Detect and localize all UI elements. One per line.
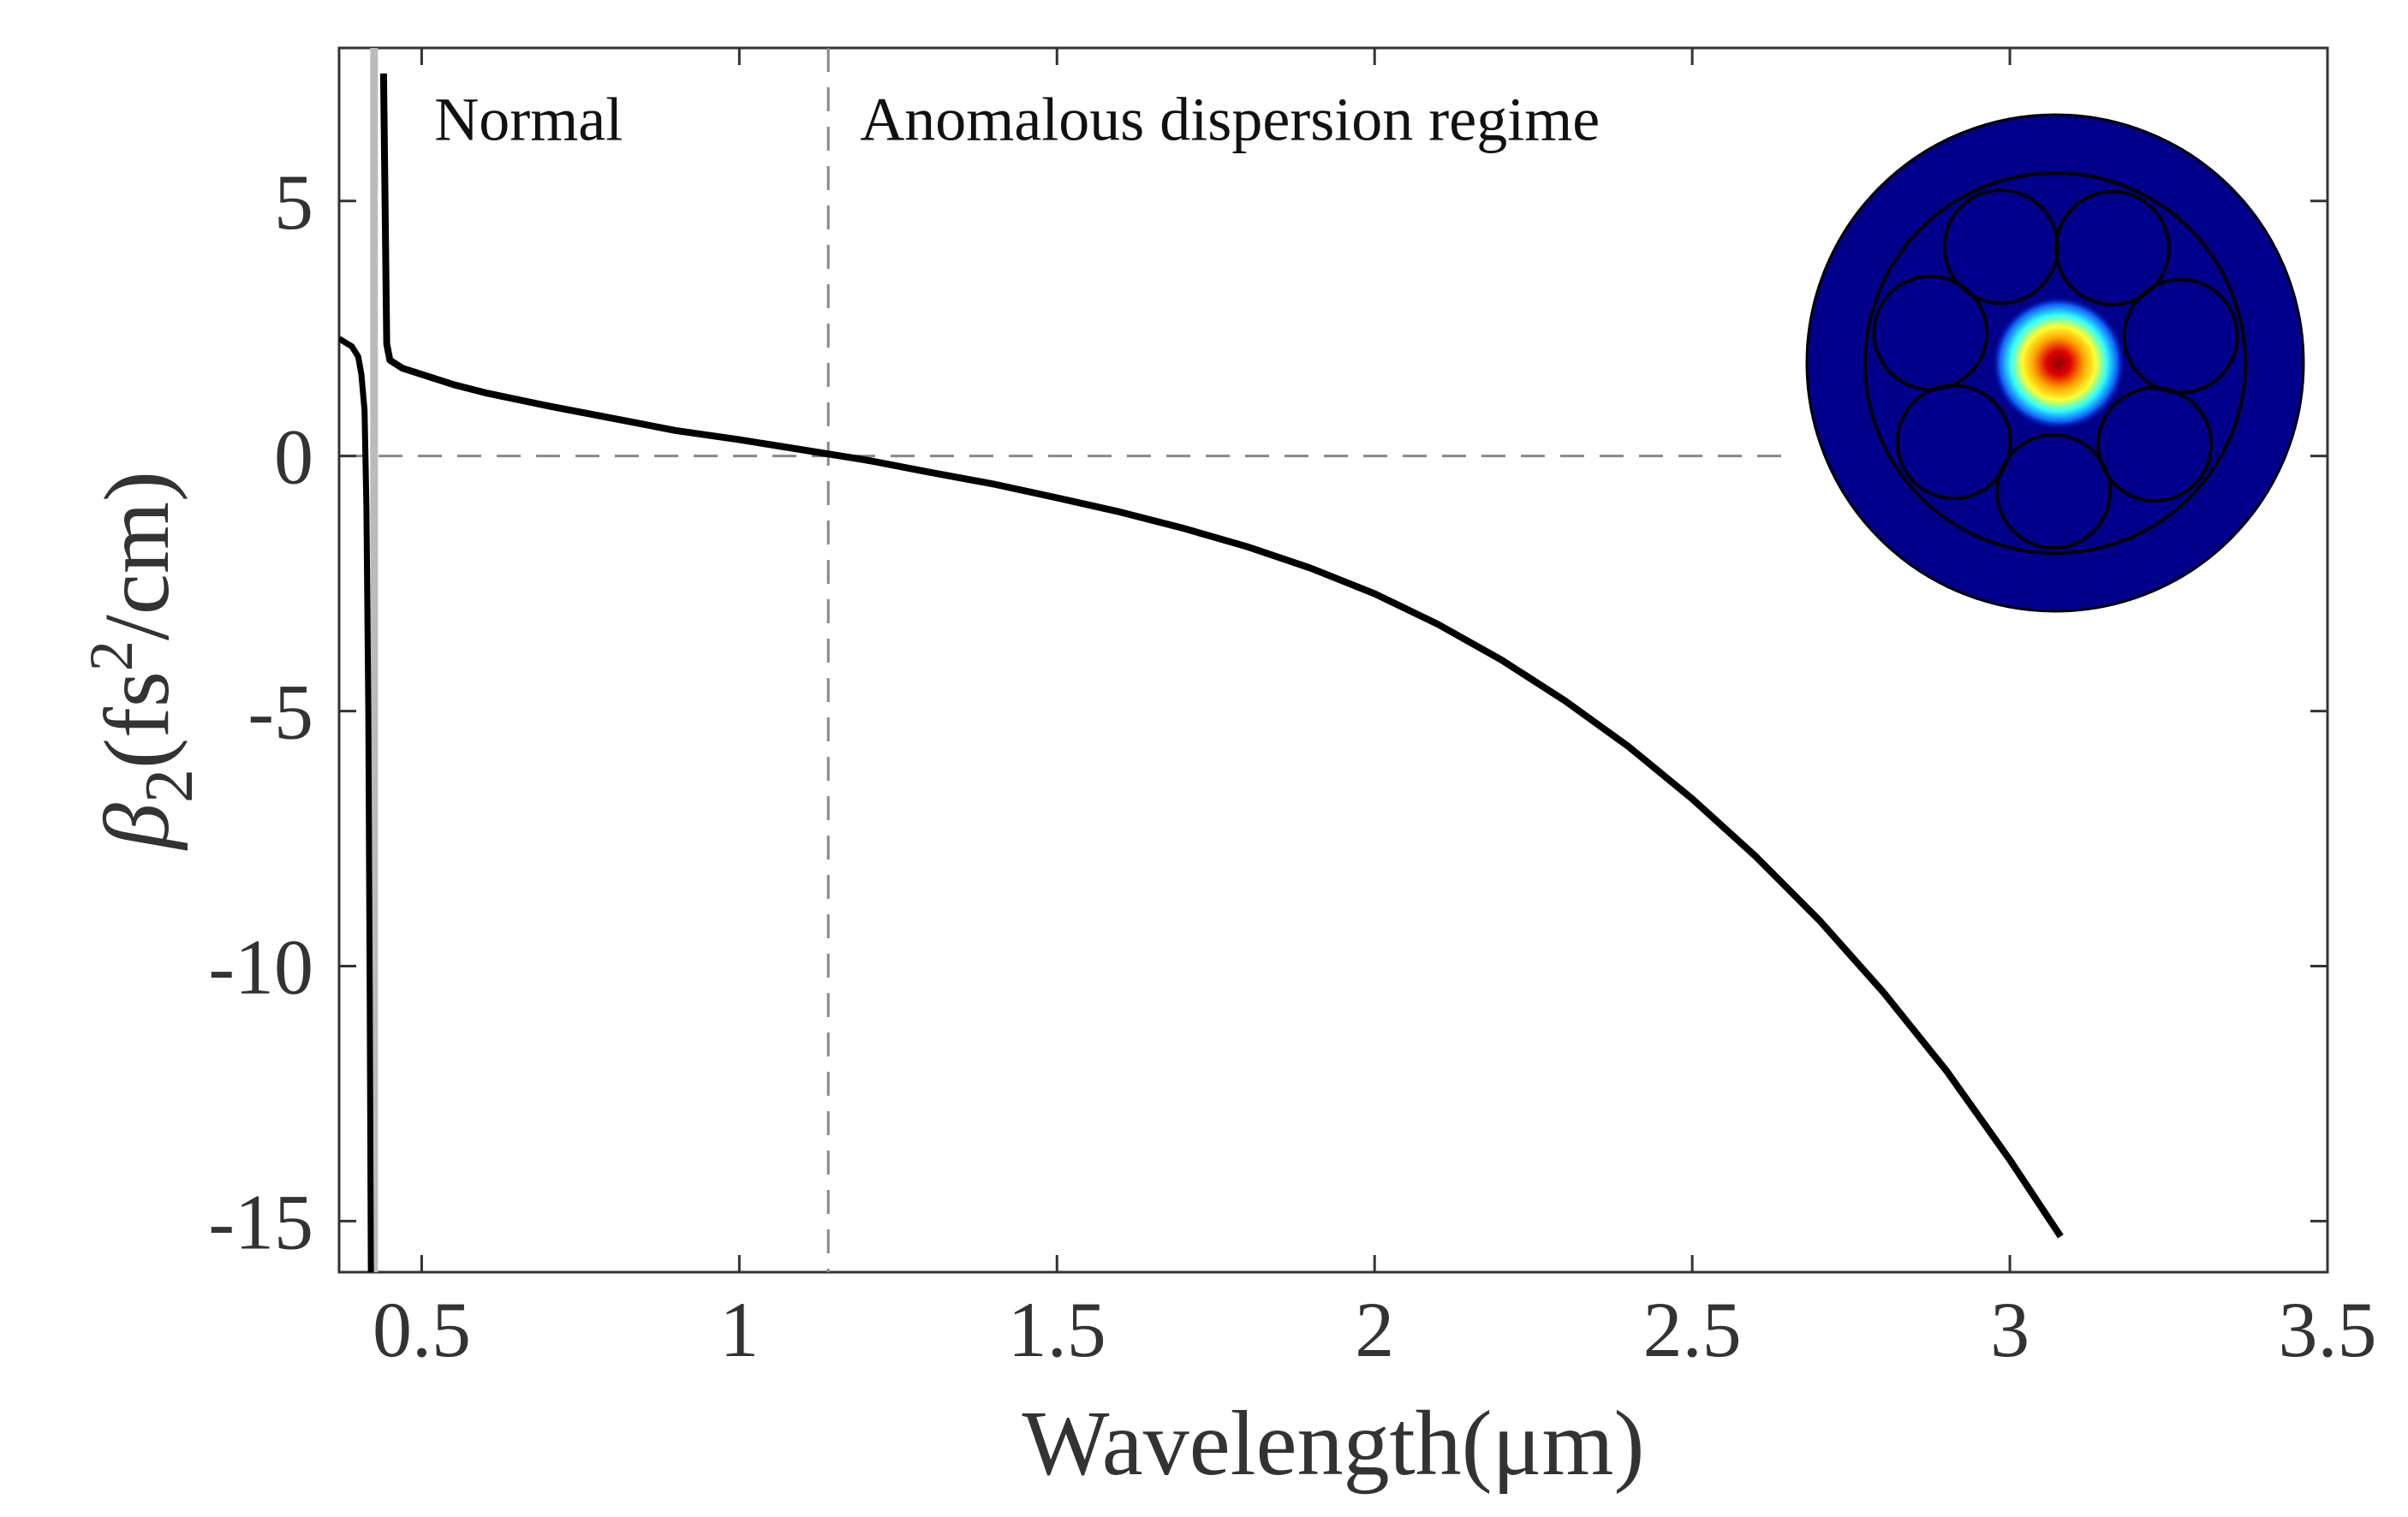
fiber-mode-inset bbox=[1805, 113, 2305, 613]
y-tick-label: 5 bbox=[274, 158, 313, 246]
x-tick-label: 2.5 bbox=[1643, 1286, 1742, 1373]
x-axis-label: Wavelength(μm) bbox=[1022, 1393, 1645, 1495]
y-tick-label: 0 bbox=[274, 413, 313, 501]
y-tick-label: -15 bbox=[208, 1178, 313, 1265]
capillary-tubes bbox=[1872, 188, 2239, 550]
capillary-tube bbox=[1995, 433, 2113, 550]
x-tick-label: 2 bbox=[1355, 1286, 1394, 1373]
capillary-tube bbox=[2053, 189, 2171, 306]
x-tick-label: 1.5 bbox=[1008, 1286, 1106, 1373]
beta2-short-wavelength-curve bbox=[339, 336, 374, 1272]
y-tick-label: -10 bbox=[208, 924, 313, 1011]
y-axis-ticks: 5 0 -5 -10 -15 bbox=[208, 158, 2328, 1265]
x-axis-ticks: 0.5 1 1.5 2 2.5 3 3.5 bbox=[373, 48, 2377, 1373]
fundamental-mode-profile bbox=[1992, 296, 2125, 430]
anomalous-regime-label: Anomalous dispersion regime bbox=[860, 85, 1600, 153]
x-tick-label: 0.5 bbox=[373, 1286, 471, 1373]
x-tick-label: 3 bbox=[1990, 1286, 2030, 1373]
normal-regime-label: Normal bbox=[434, 85, 623, 153]
x-tick-label: 1 bbox=[719, 1286, 759, 1373]
capillary-tube bbox=[2096, 386, 2214, 503]
y-axis-label: β2(fs2/cm) bbox=[77, 471, 207, 851]
fiber-jacket-ring bbox=[1863, 171, 2247, 555]
capillary-tube bbox=[1872, 274, 1989, 391]
x-tick-label: 3.5 bbox=[2279, 1286, 2377, 1373]
beta2-curve bbox=[379, 73, 2064, 1239]
y-tick-label: -5 bbox=[247, 669, 313, 756]
